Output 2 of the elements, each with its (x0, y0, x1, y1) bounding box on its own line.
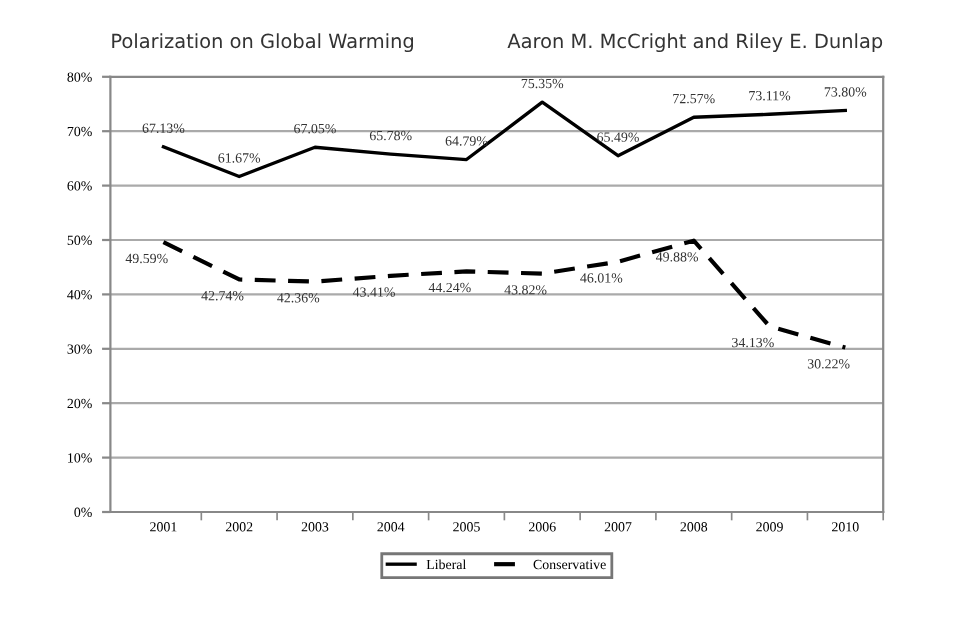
text: Aaron M. McCright and Riley E. Dunlap (507, 33, 883, 53)
chart-title: Polarization on Global Warming (112, 33, 413, 53)
